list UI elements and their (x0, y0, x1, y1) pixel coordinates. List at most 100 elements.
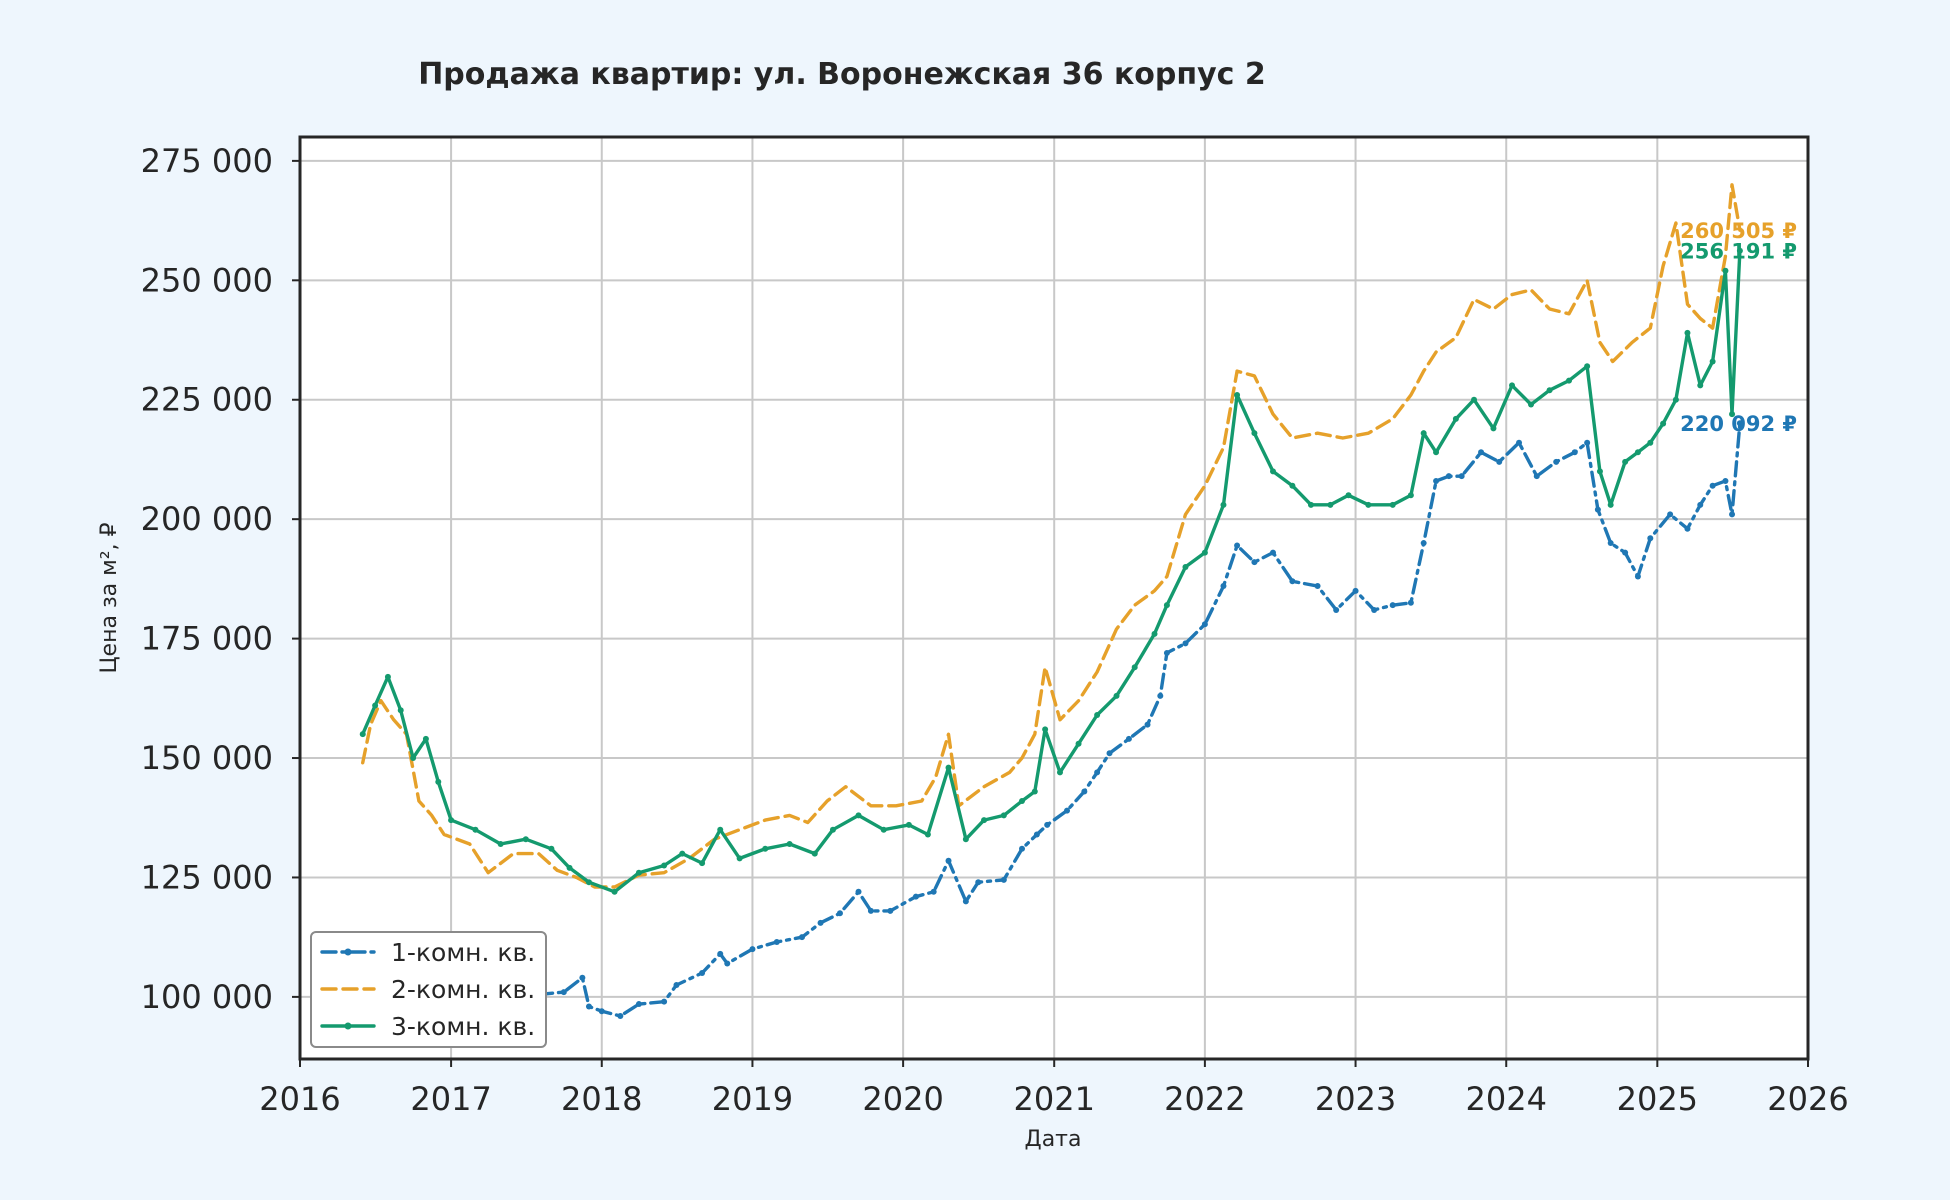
series-1-point (1314, 583, 1321, 590)
series-3-point (359, 731, 366, 738)
series-1-point (1445, 473, 1452, 480)
series-1-point (1516, 439, 1523, 446)
x-tick-label: 2025 (1617, 1080, 1698, 1118)
series-1-group (535, 420, 1743, 1020)
series-1-point (1269, 549, 1276, 556)
y-tick-label: 150 000 (141, 739, 273, 777)
series-1-point (1458, 473, 1465, 480)
series-1-point (1201, 621, 1208, 628)
series-1-point (1709, 482, 1716, 489)
series-1-point (1433, 477, 1440, 484)
series-3-point (522, 836, 529, 843)
series-3-point (1019, 798, 1026, 805)
end-labels: 220 092 ₽ 260 505 ₽256 191 ₽ (1680, 219, 1797, 436)
series-3-point (1584, 363, 1591, 370)
series-1-point (836, 910, 843, 917)
series-3-point (1327, 501, 1334, 508)
series-3-point (372, 702, 379, 709)
legend-label-series-1: 1-комн. кв. (391, 938, 535, 967)
series-1-point (579, 974, 586, 981)
series-3-point (736, 855, 743, 862)
series-3-point (1709, 358, 1716, 365)
series-3-point (1722, 267, 1729, 274)
series-3-point (635, 869, 642, 876)
series-3-point (1151, 630, 1158, 637)
series-1-point (912, 893, 919, 900)
y-axis-label: Цена за м², ₽ (97, 522, 122, 673)
end-label-series-1: 220 092 ₽ (1680, 412, 1797, 436)
series-3-point (1201, 549, 1208, 556)
series-1-point (1420, 540, 1427, 547)
series-1-point (1064, 807, 1071, 814)
series-3-point (1056, 769, 1063, 776)
series-3-point (1163, 602, 1170, 609)
series-1-point (1722, 477, 1729, 484)
series-1-point (1371, 606, 1378, 613)
series-1-point (1607, 540, 1614, 547)
series-3-point (786, 841, 793, 848)
legend-box (310, 931, 547, 1048)
y-tick-label: 225 000 (141, 381, 273, 419)
series-1-point (1044, 821, 1051, 828)
series-3-point (1622, 458, 1629, 465)
series-3-point (829, 826, 836, 833)
series-1-point (1647, 535, 1654, 542)
y-tick-label: 100 000 (141, 978, 273, 1016)
series-3-point (1075, 740, 1082, 747)
series-1-point (1033, 831, 1040, 838)
legend-label-series-2: 2-комн. кв. (391, 975, 535, 1004)
series-layer (359, 183, 1743, 1020)
chart-title: Продажа квартир: ул. Воронежская 36 корп… (418, 57, 1266, 92)
series-3-point (1452, 415, 1459, 422)
series-3-point (1269, 468, 1276, 475)
series-2-line (361, 183, 1742, 889)
series-3-point (1365, 501, 1372, 508)
series-1-point (1333, 606, 1340, 613)
series-1-point (1729, 511, 1736, 518)
series-3-point (1031, 788, 1038, 795)
series-3-point (1660, 420, 1667, 427)
y-tick-label: 175 000 (141, 620, 273, 658)
series-3-point (1433, 449, 1440, 456)
series-3-point (1000, 812, 1007, 819)
series-3-point (661, 862, 668, 869)
series-3-point (548, 845, 555, 852)
series-1-point (1081, 788, 1088, 795)
x-tick-label: 2022 (1164, 1080, 1245, 1118)
series-3-point (1634, 449, 1641, 456)
series-1-point (1622, 549, 1629, 556)
end-label-series-2: 260 505 ₽ (1680, 219, 1797, 243)
series-1-point (717, 950, 724, 957)
series-1-point (1220, 583, 1227, 590)
series-1-point (749, 946, 756, 953)
series-3-point (1471, 396, 1478, 403)
series-3-point (1672, 396, 1679, 403)
x-tick-label: 2023 (1315, 1080, 1396, 1118)
series-3-point (1528, 401, 1535, 408)
series-3-point (1546, 387, 1553, 394)
series-3-point (1509, 382, 1516, 389)
series-1-point (867, 907, 874, 914)
series-3-point (1490, 425, 1497, 432)
series-1-point (1019, 845, 1026, 852)
series-3-point (1647, 439, 1654, 446)
series-1-point (724, 960, 731, 967)
series-1-point (1352, 587, 1359, 594)
series-1-point (1106, 750, 1113, 757)
series-1-point (855, 888, 862, 895)
series-1-point (930, 888, 937, 895)
series-3-point (699, 860, 706, 867)
series-3-point (448, 817, 455, 824)
series-3-point (1345, 492, 1352, 499)
series-1-point (773, 938, 780, 945)
series-3-point (1729, 411, 1736, 418)
x-axis-label: Дата (1025, 1127, 1082, 1152)
series-3-point (679, 850, 686, 857)
series-3-point (1697, 382, 1704, 389)
series-1-point (673, 981, 680, 988)
series-1-point (1144, 721, 1151, 728)
series-3-point (1234, 391, 1241, 398)
series-1-point (1389, 602, 1396, 609)
series-3-point (1042, 726, 1049, 733)
series-1-point (585, 1003, 592, 1010)
